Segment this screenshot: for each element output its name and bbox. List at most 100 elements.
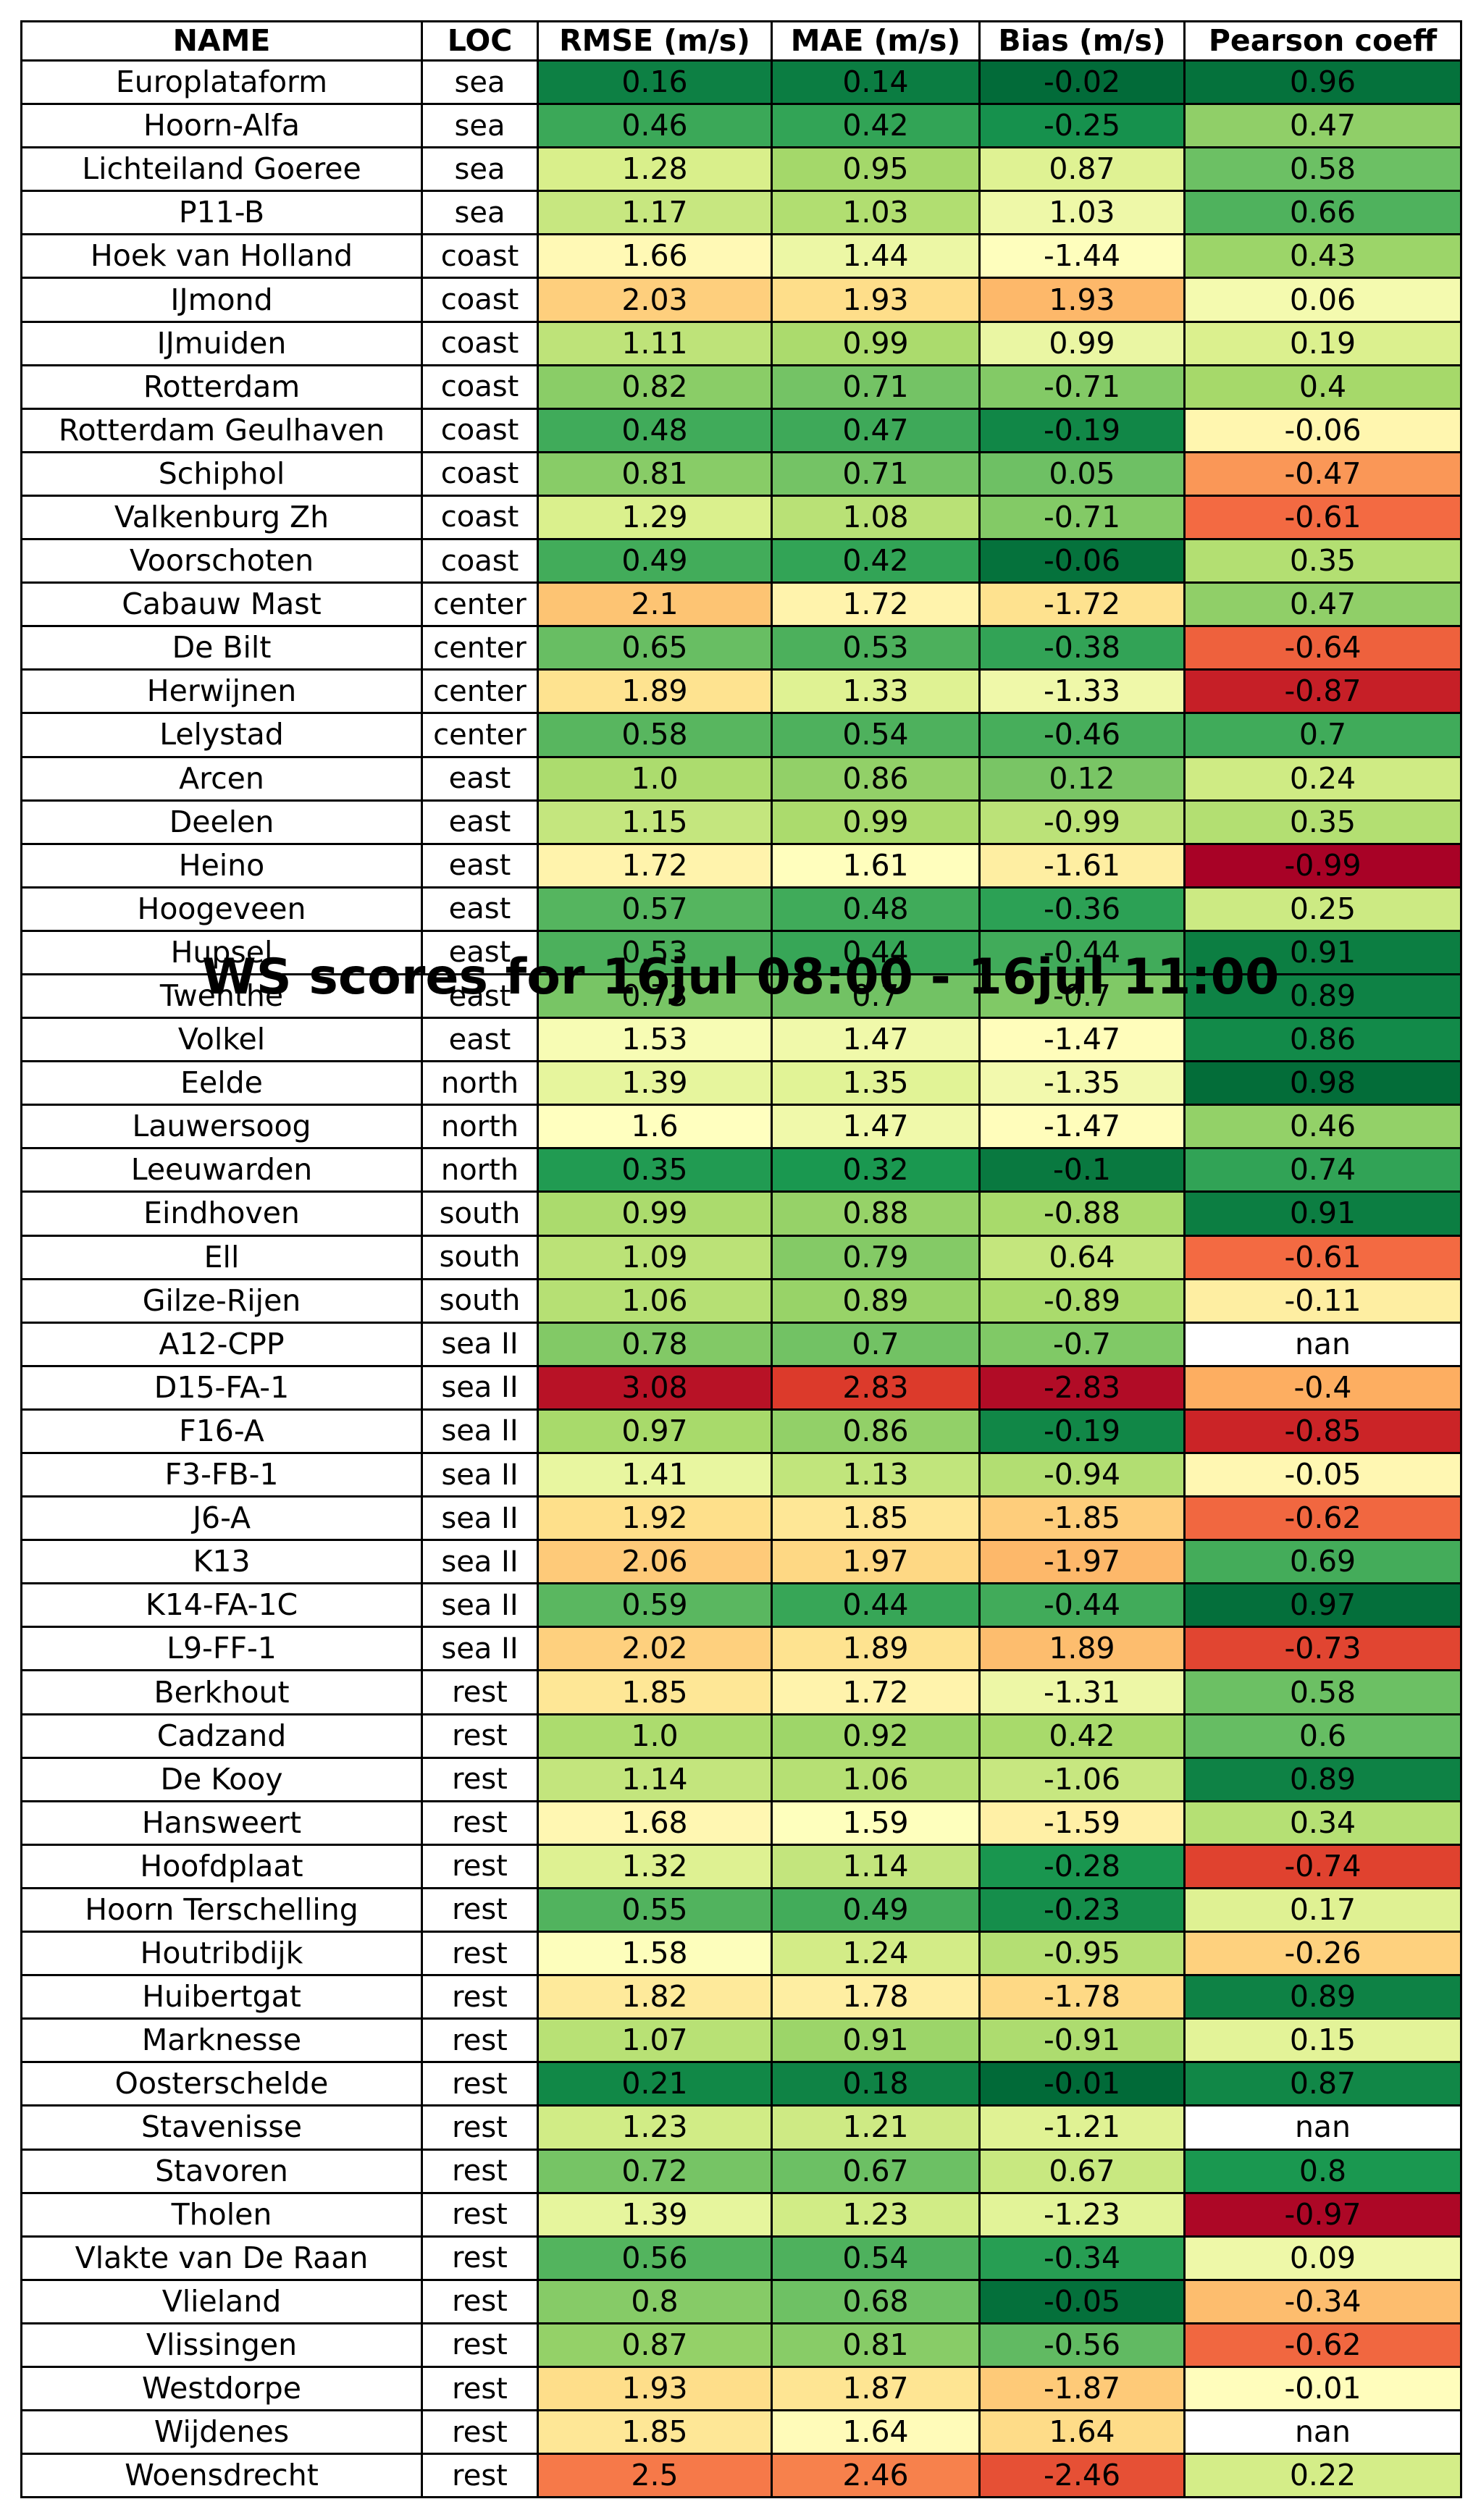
rmse-cell: 1.85 <box>537 1669 773 1715</box>
name-cell: F16-A <box>20 1408 423 1455</box>
bias-cell: -0.34 <box>978 2235 1186 2281</box>
rmse-cell: 1.89 <box>537 668 773 715</box>
mae-cell: 1.03 <box>771 190 981 236</box>
pearson-cell: 0.7 <box>1183 712 1462 758</box>
loc-cell: sea <box>421 190 539 236</box>
table-row: Berkhout rest 1.85 1.72 -1.31 0.58 <box>20 1669 1462 1715</box>
bias-cell: -0.88 <box>978 1190 1186 1237</box>
name-cell: K13 <box>20 1539 423 1585</box>
loc-cell: south <box>421 1234 539 1280</box>
mae-cell: 0.68 <box>771 2278 981 2324</box>
pearson-cell: -0.64 <box>1183 625 1462 671</box>
mae-cell: 1.72 <box>771 1669 981 1715</box>
rmse-cell: 1.66 <box>537 233 773 280</box>
name-cell: Heino <box>20 842 423 889</box>
table-row: Stavoren rest 0.72 0.67 0.67 0.8 <box>20 2148 1462 2194</box>
rmse-cell: 2.02 <box>537 1626 773 1672</box>
name-cell: P11-B <box>20 190 423 236</box>
mae-cell: 1.97 <box>771 1539 981 1585</box>
rmse-cell: 0.73 <box>537 973 773 1020</box>
table-row: Hoogeveen east 0.57 0.48 -0.36 0.25 <box>20 886 1462 932</box>
bias-cell: -0.71 <box>978 364 1186 410</box>
mae-cell: 1.44 <box>771 233 981 280</box>
rmse-cell: 1.14 <box>537 1756 773 1802</box>
pearson-cell: 0.47 <box>1183 103 1462 149</box>
bias-cell: -1.87 <box>978 2365 1186 2412</box>
rmse-cell: 1.93 <box>537 2365 773 2412</box>
bias-cell: -0.02 <box>978 59 1186 106</box>
loc-cell: coast <box>421 233 539 280</box>
loc-cell: rest <box>421 1713 539 1759</box>
table-row: A12-CPP sea II 0.78 0.7 -0.7 nan <box>20 1321 1462 1367</box>
pearson-cell: -0.99 <box>1183 842 1462 889</box>
pearson-cell: -0.47 <box>1183 450 1462 497</box>
rmse-cell: 1.0 <box>537 755 773 802</box>
scores-table: NAME LOC RMSE (m/s) MAE (m/s) Bias (m/s)… <box>20 20 1462 2499</box>
name-cell: L9-FF-1 <box>20 1626 423 1672</box>
pearson-cell: 0.66 <box>1183 190 1462 236</box>
pearson-cell: 0.86 <box>1183 1017 1462 1063</box>
pearson-cell: 0.74 <box>1183 1147 1462 1193</box>
name-cell: Gilze-Rijen <box>20 1277 423 1324</box>
rmse-cell: 0.58 <box>537 712 773 758</box>
rmse-cell: 1.28 <box>537 146 773 193</box>
pearson-cell: -0.97 <box>1183 2191 1462 2238</box>
loc-cell: east <box>421 1017 539 1063</box>
pearson-cell: 0.6 <box>1183 1713 1462 1759</box>
loc-cell: rest <box>421 2453 539 2499</box>
name-cell: Houtribdijk <box>20 1931 423 1977</box>
mae-cell: 0.7 <box>771 973 981 1020</box>
pearson-cell: 0.19 <box>1183 320 1462 366</box>
pearson-cell: 0.89 <box>1183 973 1462 1020</box>
header-pearson: Pearson coeff <box>1183 20 1462 62</box>
header-row: NAME LOC RMSE (m/s) MAE (m/s) Bias (m/s)… <box>20 20 1462 62</box>
rmse-cell: 1.11 <box>537 320 773 366</box>
header-bias: Bias (m/s) <box>978 20 1186 62</box>
pearson-cell: 0.69 <box>1183 1539 1462 1585</box>
rmse-cell: 1.29 <box>537 494 773 541</box>
mae-cell: 0.54 <box>771 712 981 758</box>
bias-cell: -0.56 <box>978 2322 1186 2368</box>
name-cell: Eelde <box>20 1060 423 1106</box>
pearson-cell: 0.34 <box>1183 1799 1462 1846</box>
mae-cell: 1.24 <box>771 1931 981 1977</box>
pearson-cell: 0.89 <box>1183 1974 1462 2020</box>
pearson-cell: -0.61 <box>1183 1234 1462 1280</box>
rmse-cell: 1.82 <box>537 1974 773 2020</box>
pearson-cell: -0.05 <box>1183 1451 1462 1498</box>
table-row: Vlakte van De Raan rest 0.56 0.54 -0.34 0.09 <box>20 2235 1462 2281</box>
bias-cell: -0.1 <box>978 1147 1186 1193</box>
rmse-cell: 1.32 <box>537 1843 773 1889</box>
bias-cell: -0.36 <box>978 886 1186 932</box>
mae-cell: 1.33 <box>771 668 981 715</box>
mae-cell: 1.89 <box>771 1626 981 1672</box>
bias-cell: -0.7 <box>978 1321 1186 1367</box>
table-row: IJmond coast 2.03 1.93 1.93 0.06 <box>20 277 1462 323</box>
loc-cell: rest <box>421 2365 539 2412</box>
bias-cell: -0.38 <box>978 625 1186 671</box>
rmse-cell: 1.68 <box>537 1799 773 1846</box>
table-row: Oosterschelde rest 0.21 0.18 -0.01 0.87 <box>20 2061 1462 2107</box>
bias-cell: -0.19 <box>978 407 1186 453</box>
bias-cell: -1.33 <box>978 668 1186 715</box>
pearson-cell: 0.91 <box>1183 929 1462 975</box>
pearson-cell: 0.4 <box>1183 364 1462 410</box>
table-row: Hoofdplaat rest 1.32 1.14 -0.28 -0.74 <box>20 1843 1462 1889</box>
table-row: L9-FF-1 sea II 2.02 1.89 1.89 -0.73 <box>20 1626 1462 1672</box>
bias-cell: -0.28 <box>978 1843 1186 1889</box>
pearson-cell: 0.8 <box>1183 2148 1462 2194</box>
bias-cell: -0.99 <box>978 799 1186 845</box>
table-row: K14-FA-1C sea II 0.59 0.44 -0.44 0.97 <box>20 1582 1462 1629</box>
table-row: Wijdenes rest 1.85 1.64 1.64 nan <box>20 2409 1462 2456</box>
mae-cell: 0.49 <box>771 1886 981 1933</box>
name-cell: De Bilt <box>20 625 423 671</box>
loc-cell: center <box>421 712 539 758</box>
bias-cell: -1.47 <box>978 1104 1186 1150</box>
bias-cell: 0.12 <box>978 755 1186 802</box>
table-row: Lelystad center 0.58 0.54 -0.46 0.7 <box>20 712 1462 758</box>
pearson-cell: 0.89 <box>1183 1756 1462 1802</box>
name-cell: Volkel <box>20 1017 423 1063</box>
loc-cell: sea II <box>421 1539 539 1585</box>
table-row: Deelen east 1.15 0.99 -0.99 0.35 <box>20 799 1462 845</box>
loc-cell: east <box>421 973 539 1020</box>
